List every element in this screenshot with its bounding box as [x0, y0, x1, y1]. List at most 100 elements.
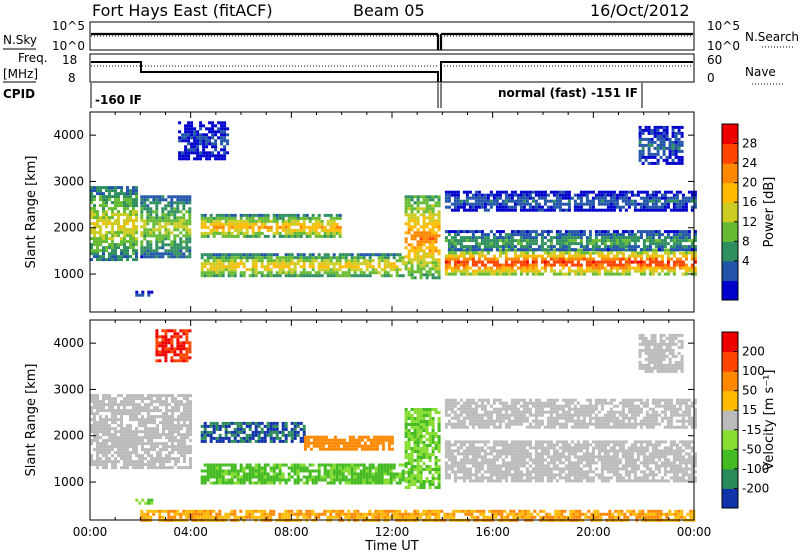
heatmap-cell — [594, 230, 598, 234]
heatmap-cell — [483, 242, 487, 246]
heatmap-cell — [221, 481, 225, 485]
heatmap-cell — [483, 272, 487, 276]
heatmap-cell — [206, 216, 210, 220]
heatmap-cell — [513, 239, 517, 243]
heatmap-cell — [287, 259, 291, 263]
heatmap-cell — [170, 338, 174, 342]
heatmap-cell — [111, 463, 114, 467]
heatmap-cell — [356, 475, 360, 479]
heatmap-cell — [159, 397, 162, 401]
cpid-text-left: -160 IF — [95, 93, 142, 107]
heatmap-cell — [558, 260, 562, 264]
heatmap-cell — [220, 154, 224, 158]
heatmap-cell — [534, 202, 538, 206]
heatmap-cell — [156, 466, 159, 470]
heatmap-cell — [150, 403, 153, 407]
heatmap-cell — [660, 260, 664, 264]
heatmap-cell — [428, 234, 432, 238]
heatmap-cell — [161, 350, 165, 354]
heatmap-cell — [215, 256, 219, 260]
heatmap-cell — [392, 253, 396, 257]
heatmap-cell — [498, 251, 502, 255]
heatmap-cell — [221, 256, 225, 260]
heatmap-cell — [105, 237, 108, 241]
heatmap-cell — [302, 256, 306, 260]
heatmap-cell — [519, 251, 523, 255]
heatmap-cell — [471, 236, 475, 240]
heatmap-cell — [159, 400, 162, 404]
heatmap-cell — [176, 216, 180, 220]
heatmap-cell — [404, 255, 408, 259]
heatmap-cell — [564, 239, 568, 243]
heatmap-cell — [609, 266, 613, 270]
heatmap-cell — [381, 447, 385, 451]
heatmap-cell — [129, 246, 132, 250]
heatmap-cell — [275, 472, 279, 476]
heatmap-cell — [206, 271, 210, 275]
heatmap-cell — [209, 268, 213, 272]
heatmap-cell — [149, 243, 153, 247]
heatmap-cell — [114, 463, 117, 467]
heatmap-cell — [407, 243, 411, 247]
heatmap-cell — [96, 246, 99, 250]
heatmap-cell — [254, 481, 258, 485]
heatmap-cell — [114, 213, 117, 217]
heatmap-cell — [648, 248, 652, 252]
heatmap-cell — [413, 231, 417, 235]
heatmap-cell — [155, 329, 159, 333]
heatmap-cell — [302, 265, 306, 269]
heatmap-cell — [555, 242, 559, 246]
heatmap-cell — [489, 230, 493, 234]
heatmap-cell — [621, 266, 625, 270]
heatmap-cell — [153, 400, 156, 404]
freq-tick-bottom: 8 — [68, 71, 76, 85]
heatmap-cell — [311, 268, 315, 272]
heatmap-cell — [416, 270, 420, 274]
heatmap-cell — [202, 145, 206, 149]
heatmap-cell — [690, 205, 694, 209]
heatmap-cell — [266, 262, 270, 266]
heatmap-cell — [108, 418, 111, 422]
heatmap-cell — [167, 195, 171, 199]
heatmap-cell — [183, 457, 186, 461]
heatmap-cell — [149, 228, 153, 232]
heatmap-cell — [317, 222, 321, 226]
heatmap-cell — [290, 274, 294, 278]
heatmap-cell — [224, 213, 228, 217]
heatmap-cell — [155, 234, 159, 238]
heatmap-cell — [230, 478, 234, 482]
heatmap-cell — [504, 196, 508, 200]
heatmap-cell — [477, 190, 481, 194]
heatmap-cell — [573, 248, 577, 252]
heatmap-cell — [486, 272, 490, 276]
heatmap-cell — [182, 356, 186, 360]
heatmap-cell — [152, 201, 156, 205]
y-tick-label: 1000 — [53, 267, 84, 281]
heatmap-cell — [132, 222, 135, 226]
heatmap-cell — [630, 230, 634, 234]
heatmap-cell — [474, 251, 478, 255]
heatmap-cell — [392, 478, 396, 482]
heatmap-cell — [223, 130, 227, 134]
heatmap-cell — [223, 136, 227, 140]
heatmap-cell — [627, 266, 631, 270]
heatmap-cell — [498, 208, 502, 212]
heatmap-cell — [117, 448, 120, 452]
heatmap-cell — [161, 198, 165, 202]
heatmap-cell — [498, 269, 502, 273]
heatmap-cell — [155, 198, 159, 202]
heatmap-cell — [540, 245, 544, 249]
heatmap-cell — [453, 248, 457, 252]
heatmap-cell — [212, 234, 216, 238]
heatmap-cell — [185, 198, 189, 202]
heatmap-cell — [638, 152, 642, 156]
heatmap-cell — [138, 418, 141, 422]
heatmap-cell — [293, 436, 297, 440]
heatmap-cell — [510, 236, 514, 240]
heatmap-cell — [597, 251, 601, 255]
heatmap-cell — [99, 409, 102, 413]
heatmap-cell — [519, 199, 523, 203]
heatmap-cell — [407, 270, 411, 274]
heatmap-cell — [540, 257, 544, 261]
heatmap-cell — [153, 415, 156, 419]
